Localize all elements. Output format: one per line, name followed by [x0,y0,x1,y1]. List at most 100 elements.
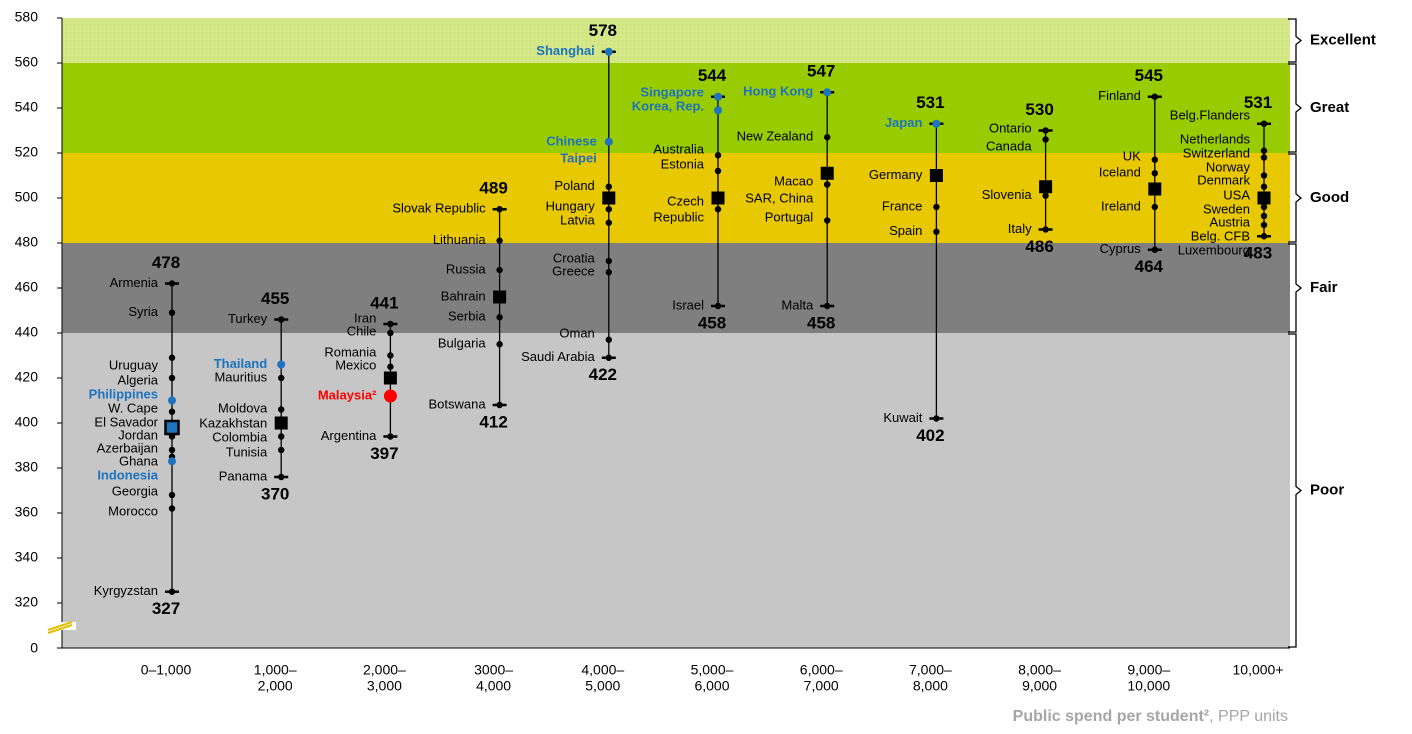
system-label-ontario: Ontario [989,120,1032,135]
brace-fair [1288,243,1303,333]
system-label-slovak-republic: Slovak Republic [392,201,486,216]
system-label-panama: Panama [219,468,268,483]
system-label-iran: Iran [354,310,376,325]
min-score-label: 458 [807,313,835,332]
system-label-chile: Chile [347,323,377,338]
max-score-label: 478 [152,253,180,272]
system-label-w-cape: W. Cape [108,400,158,415]
system-label-korea-rep: Korea, Rep. [632,98,704,113]
system-dot-romania [387,352,394,359]
category-column-10-000 [1257,120,1271,240]
system-dot-morocco [168,505,176,512]
band-poor [62,333,1290,648]
system-dot-hong-kong [823,88,832,97]
x-category-label: 6,000 [694,678,729,694]
system-dot-indonesia [168,457,176,466]
system-dot-australia [714,152,722,159]
category-column-0-1-000 [164,280,180,595]
system-dot-uruguay [168,354,176,361]
x-category-label: 1,000– [254,662,297,678]
x-category-label: 0–1,000 [141,662,192,678]
system-dot-norway [1260,172,1268,179]
system-label-italy: Italy [1008,221,1032,236]
system-label-philippines: Philippines [89,386,158,401]
y-tick-label: 340 [15,549,39,565]
system-dot-switzerland [1260,154,1268,161]
system-label-portugal: Portugal [765,209,814,224]
system-dot-botswana [496,401,503,409]
x-category-label: 7,000 [804,678,839,694]
system-label-chinese-taipei: Chinese [546,133,597,148]
system-label-tunisia: Tunisia [226,444,268,459]
system-label-france: France [882,198,922,213]
system-label-spain: Spain [889,223,922,238]
x-category-label: 9,000– [1127,662,1170,678]
system-label-greece: Greece [552,263,595,278]
average-square [383,371,397,385]
system-label-turkey: Turkey [228,311,268,326]
system-label-hungary: Hungary [546,198,596,213]
band-great [62,63,1290,153]
system-label-czech-republic: Republic [653,209,704,224]
average-square [820,166,834,180]
system-dot-iceland [1151,170,1159,177]
system-label-japan: Japan [885,115,923,130]
system-label-sweden: Sweden [1203,201,1250,216]
system-dot-cyprus [1151,246,1159,253]
system-dot-israel [714,302,722,310]
system-dot-sar-china [824,181,831,188]
y-tick-label: 380 [15,459,39,475]
system-dot-shanghai [604,47,613,56]
band-good [62,153,1290,243]
system-dot-luxembourg [1260,233,1268,240]
system-label-mauritius: Mauritius [214,369,267,384]
x-category-label: 10,000 [1127,678,1170,694]
system-dot-algeria [168,374,176,382]
system-label-armenia: Armenia [110,275,159,290]
y-tick-label: 400 [15,414,39,430]
system-label-malta: Malta [781,297,814,312]
system-dot-czech-republic [714,206,722,213]
system-dot-estonia [714,167,722,175]
category-column-6-000-7-000 [820,88,835,310]
system-label-serbia: Serbia [448,309,486,324]
system-label-austria: Austria [1210,214,1251,229]
system-dot-chile [387,329,394,337]
system-label-norway: Norway [1206,159,1251,174]
system-dot-russia [496,266,503,274]
system-dot-thailand [277,360,286,369]
system-dot-malta [824,302,831,310]
system-dot-slovenia [1042,192,1049,199]
system-label-estonia: Estonia [661,156,705,171]
category-column-5-000-6-000 [711,92,725,310]
average-square [1148,182,1162,196]
system-label-cyprus: Cyprus [1100,241,1142,256]
y-tick-label: 540 [15,99,39,115]
average-square [602,191,616,205]
system-dot-ireland [1151,203,1159,211]
y-tick-label: 440 [15,324,39,340]
band-label-fair: Fair [1310,279,1338,296]
system-dot-ontario [1042,127,1049,134]
system-dot-singapore [714,92,722,101]
system-dot-slovak-republic [496,206,503,213]
system-dot-serbia [496,314,503,321]
min-score-label: 486 [1025,237,1053,256]
x-category-label: 7,000– [909,662,952,678]
system-label-czech-republic: Czech [667,193,704,208]
brace-great [1288,63,1303,153]
system-label-slovenia: Slovenia [982,187,1033,202]
system-dot-tunisia [278,446,285,454]
brace-good [1288,153,1303,243]
system-dot-panama [278,473,285,481]
system-label-denmark: Denmark [1197,172,1250,187]
system-label-luxembourg: Luxembourg [1178,242,1250,257]
system-label-hong-kong: Hong Kong [743,84,813,99]
system-label-uk: UK [1123,148,1141,163]
band-label-great: Great [1310,99,1349,116]
category-column-7-000-8-000 [929,119,944,422]
x-category-label: 4,000– [581,662,624,678]
brace-excellent [1288,18,1303,63]
system-dot-mexico [387,363,394,370]
system-label-georgia: Georgia [112,483,159,498]
